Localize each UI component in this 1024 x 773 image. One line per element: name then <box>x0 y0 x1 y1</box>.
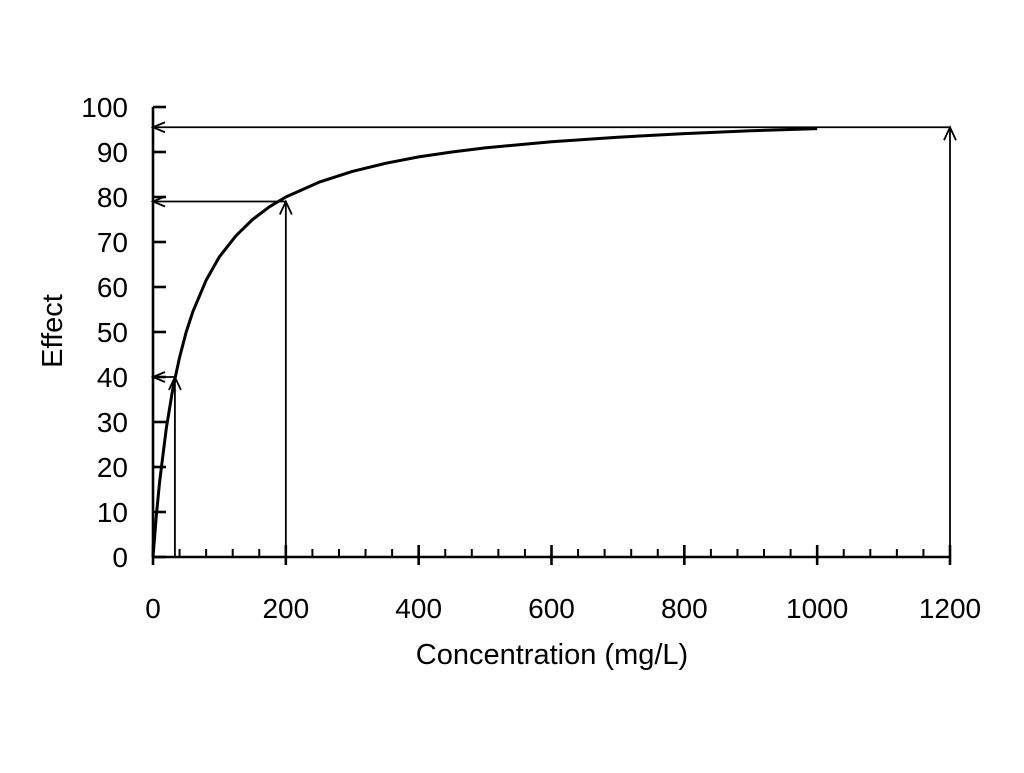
y-tick-label: 70 <box>97 227 128 258</box>
y-tick-label: 60 <box>97 272 128 303</box>
x-tick-label: 200 <box>262 593 309 624</box>
y-tick-label: 80 <box>97 182 128 213</box>
arrowhead-left <box>150 195 166 208</box>
y-tick-label: 50 <box>97 317 128 348</box>
y-tick-label: 10 <box>97 497 128 528</box>
arrowhead-left <box>150 371 166 383</box>
y-tick-label: 20 <box>97 452 128 483</box>
y-tick-label: 100 <box>81 92 128 123</box>
axes-layer <box>151 105 952 565</box>
x-tick-label: 400 <box>395 593 442 624</box>
x-tick-label: 800 <box>661 593 708 624</box>
y-tick-label: 90 <box>97 137 128 168</box>
x-axis-title: Concentration (mg/L) <box>416 639 688 671</box>
arrowhead-up <box>168 374 182 391</box>
x-tick-label: 1200 <box>919 593 981 624</box>
y-axis-title: Effect <box>37 294 69 368</box>
arrowhead-up <box>279 199 293 215</box>
x-tick-label: 1000 <box>786 593 848 624</box>
y-tick-label: 0 <box>112 542 128 573</box>
marks-layer <box>150 121 957 558</box>
x-tick-label: 0 <box>145 593 161 624</box>
y-tick-label: 40 <box>97 362 128 393</box>
arrowhead-left <box>150 121 166 134</box>
arrowhead-up <box>943 125 957 141</box>
effect-curve <box>151 127 818 558</box>
y-tick-label: 30 <box>97 407 128 438</box>
x-tick-label: 600 <box>528 593 575 624</box>
labels-layer: Concentration (mg/L) Effect 0 10 20 30 40 50 6… <box>37 92 981 671</box>
